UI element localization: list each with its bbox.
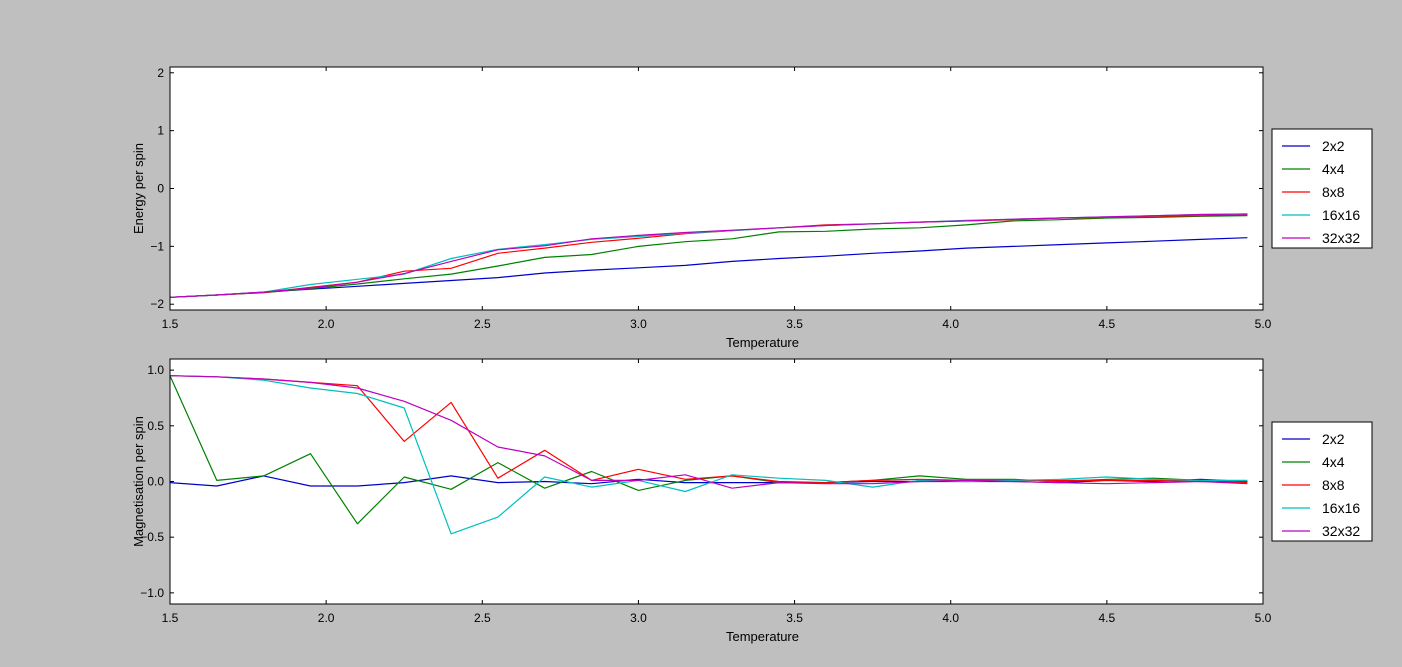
x-tick-label: 2.0 xyxy=(318,611,335,625)
y-tick-label: 1 xyxy=(157,124,164,138)
y-tick-label: 2 xyxy=(157,66,164,80)
x-tick-label: 1.5 xyxy=(162,611,179,625)
legend-label: 4x4 xyxy=(1322,161,1345,177)
y-tick-label: −0.5 xyxy=(140,530,164,544)
series-line-4x4 xyxy=(170,215,1248,298)
legend-label: 4x4 xyxy=(1322,454,1345,470)
y-tick-label: 0 xyxy=(157,182,164,196)
x-tick-label: 1.5 xyxy=(162,317,179,331)
series-line-32x32 xyxy=(170,375,1248,489)
y-tick-label: −1.0 xyxy=(140,586,164,600)
plot-area xyxy=(170,67,1263,310)
x-tick-label: 3.0 xyxy=(630,317,647,331)
x-tick-label: 4.5 xyxy=(1099,611,1116,625)
y-axis-label: Magnetisation per spin xyxy=(131,416,146,547)
magnetisation-chart: 1.5 2.0 2.5 3.0 3.5 4.0 4.5 5.0 −1.0 −0.5 0.0 0.5 1.… xyxy=(131,358,1373,644)
legend: 2x2 4x4 8x8 16x16 32x32 xyxy=(1271,421,1373,542)
legend-label: 2x2 xyxy=(1322,138,1345,154)
series-line-2x2 xyxy=(170,237,1248,298)
series-group xyxy=(170,213,1248,298)
x-tick-label: 5.0 xyxy=(1255,611,1272,625)
series-group xyxy=(170,375,1248,535)
series-line-32x32 xyxy=(170,213,1248,298)
x-tick-label: 4.0 xyxy=(942,317,959,331)
x-tick-label: 4.5 xyxy=(1099,317,1116,331)
x-tick-label: 2.0 xyxy=(318,317,335,331)
legend-label: 32x32 xyxy=(1322,230,1360,246)
series-line-8x8 xyxy=(170,375,1248,484)
legend: 2x2 4x4 8x8 16x16 32x32 xyxy=(1271,128,1373,249)
legend-label: 2x2 xyxy=(1322,431,1345,447)
y-tick-label: 0.0 xyxy=(147,475,164,489)
series-line-16x16 xyxy=(170,375,1248,535)
energy-chart: 1.5 2.0 2.5 3.0 3.5 4.0 4.5 5.0 −2 −1 0 1 2 Temperatu… xyxy=(131,66,1373,350)
legend-label: 16x16 xyxy=(1322,500,1360,516)
x-tick-label: 2.5 xyxy=(474,317,491,331)
x-tick-label: 5.0 xyxy=(1255,317,1272,331)
y-axis-label: Energy per spin xyxy=(131,143,146,234)
x-axis-label: Temperature xyxy=(726,629,799,644)
x-axis-label: Temperature xyxy=(726,335,799,350)
y-tick-label: 0.5 xyxy=(147,419,164,433)
legend-box xyxy=(1271,421,1373,542)
legend-label: 8x8 xyxy=(1322,184,1345,200)
legend-label: 8x8 xyxy=(1322,477,1345,493)
plot-frame xyxy=(169,66,1264,311)
y-tick-label: −1 xyxy=(150,239,164,253)
x-tick-label: 4.0 xyxy=(942,611,959,625)
legend-box xyxy=(1271,128,1373,249)
x-tick-label: 3.5 xyxy=(786,611,803,625)
plot-frame xyxy=(169,358,1264,605)
y-tick-label: 1.0 xyxy=(147,363,164,377)
legend-label: 16x16 xyxy=(1322,207,1360,223)
x-tick-label: 3.0 xyxy=(630,611,647,625)
y-tick-label: −2 xyxy=(150,297,164,311)
x-tick-label: 3.5 xyxy=(786,317,803,331)
plot-area xyxy=(170,359,1263,604)
legend-label: 32x32 xyxy=(1322,523,1360,539)
x-tick-label: 2.5 xyxy=(474,611,491,625)
